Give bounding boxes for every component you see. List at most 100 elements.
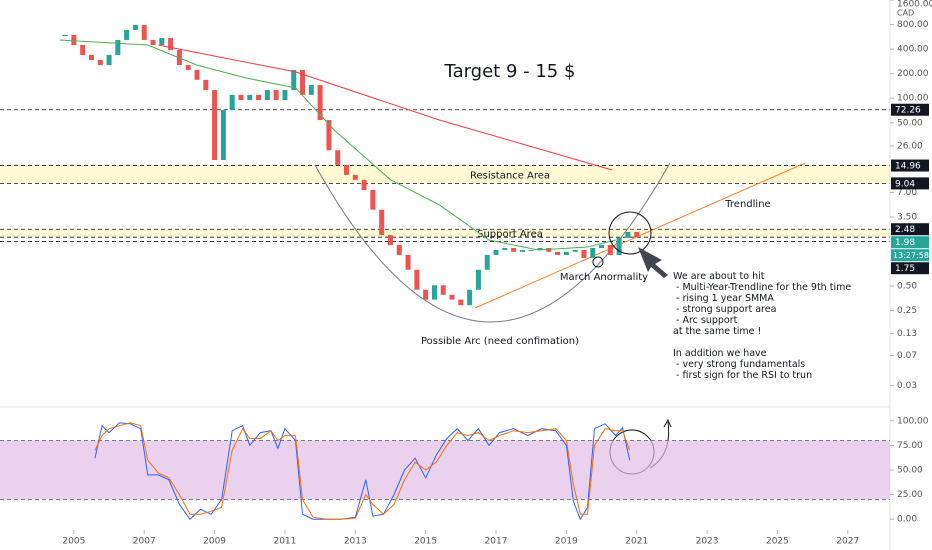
pointer-arrow <box>638 247 668 278</box>
candle <box>440 285 446 295</box>
candle <box>124 30 130 40</box>
candle <box>282 90 288 101</box>
rsi-line <box>94 422 631 521</box>
candle <box>247 94 253 101</box>
candle <box>616 237 622 255</box>
y-tick-label: 200.00 <box>897 69 929 79</box>
candle <box>168 37 174 51</box>
candle <box>291 69 297 91</box>
candle <box>519 249 525 252</box>
note: We are about to hit - Multi-Year-Trendli… <box>673 271 851 381</box>
y-tick-label: 0.50 <box>897 281 917 291</box>
candle <box>431 285 437 300</box>
candle <box>238 94 244 101</box>
candle <box>88 54 94 61</box>
candle <box>493 249 499 255</box>
candle <box>475 269 481 290</box>
level-box <box>891 223 929 236</box>
note-line: - Multi-Year-Trendline for the 9th time <box>673 282 851 293</box>
x-tick-label: 2021 <box>625 537 648 547</box>
y-tick-label: 0.03 <box>897 381 917 391</box>
candle <box>159 37 165 46</box>
note-line: - strong support area <box>673 304 776 315</box>
candle <box>132 25 138 31</box>
rsi-tick-label: 100.00 <box>897 416 929 426</box>
candle <box>256 94 262 101</box>
plot <box>59 25 640 306</box>
candle <box>572 249 578 252</box>
y-tick-label: 7.00 <box>897 188 917 198</box>
level-label: 14.96 <box>895 162 921 172</box>
candle <box>308 85 314 95</box>
x-tick-label: 2027 <box>836 537 859 547</box>
level-label: 2.48 <box>895 225 915 235</box>
y-tick-label: 0.07 <box>897 351 917 361</box>
candle <box>317 85 323 121</box>
candle <box>370 190 376 210</box>
y-tick-label: 0.13 <box>897 329 917 339</box>
candle <box>405 254 411 270</box>
x-tick-label: 2009 <box>203 537 226 547</box>
y-tick-label: 800.00 <box>897 20 929 30</box>
rsi-band <box>0 440 890 500</box>
level-label: 1.98 <box>895 238 915 248</box>
y-tick-label: 400.00 <box>897 45 929 55</box>
y-tick-label: 50.00 <box>897 118 923 128</box>
x-tick-label: 2005 <box>62 537 85 547</box>
x-tick-label: 2007 <box>133 537 156 547</box>
candle <box>300 69 306 95</box>
level-box <box>891 103 929 116</box>
candle <box>264 90 270 101</box>
chart-title: Target 9 - 15 $ <box>444 61 576 82</box>
level-label: 9.04 <box>895 179 915 189</box>
candle <box>273 90 279 101</box>
candle <box>326 120 332 151</box>
x-tick-label: 2015 <box>414 537 437 547</box>
arc-label: Possible Arc (need confimation) <box>421 336 579 347</box>
note-line: - rising 1 year SMMA <box>673 293 774 304</box>
x-tick-label: 2013 <box>344 537 367 547</box>
candle <box>352 174 358 180</box>
candle <box>537 247 543 250</box>
x-tick-label: 2019 <box>555 537 578 547</box>
note-line: at the same time ! <box>673 326 761 337</box>
candle <box>115 39 121 55</box>
note-line: - very strong fundamentals <box>673 359 805 370</box>
candle <box>229 94 235 110</box>
y-tick-label: 100.00 <box>897 94 929 104</box>
target-circle <box>608 211 652 255</box>
zone <box>0 165 890 184</box>
candle <box>599 244 605 248</box>
candle <box>212 90 218 160</box>
candle <box>203 79 209 91</box>
trendline-drawing <box>474 162 806 309</box>
candle <box>361 179 367 191</box>
y-tick-label: 0.25 <box>897 306 917 316</box>
candle <box>62 34 68 36</box>
rsi-arrow-head <box>663 418 672 428</box>
candle <box>546 247 552 252</box>
moving-average <box>59 39 616 251</box>
rsi-tick-label: 0.00 <box>897 515 917 525</box>
candle <box>414 269 420 290</box>
note-line: In addition we have <box>673 348 767 359</box>
countdown-box <box>891 249 929 262</box>
candle <box>150 39 156 46</box>
anomaly-label: March Anormality <box>560 272 648 283</box>
y-tick-label: 26.00 <box>897 141 923 151</box>
moving-average <box>158 44 613 171</box>
zone-label: Resistance Area <box>470 170 550 181</box>
candle <box>581 249 587 259</box>
candle <box>97 60 103 66</box>
note-line: - Arc support <box>673 315 738 326</box>
zones: Resistance Area Support Area <box>0 165 890 240</box>
candle <box>379 209 385 236</box>
note-line: - first sign for the RSI to trun <box>673 370 812 381</box>
level-box <box>891 262 929 275</box>
currency-label: CAD <box>897 9 914 18</box>
candle <box>590 247 596 259</box>
candle <box>387 235 393 245</box>
y-tick-label: 3.50 <box>897 213 917 223</box>
candle <box>555 251 561 255</box>
